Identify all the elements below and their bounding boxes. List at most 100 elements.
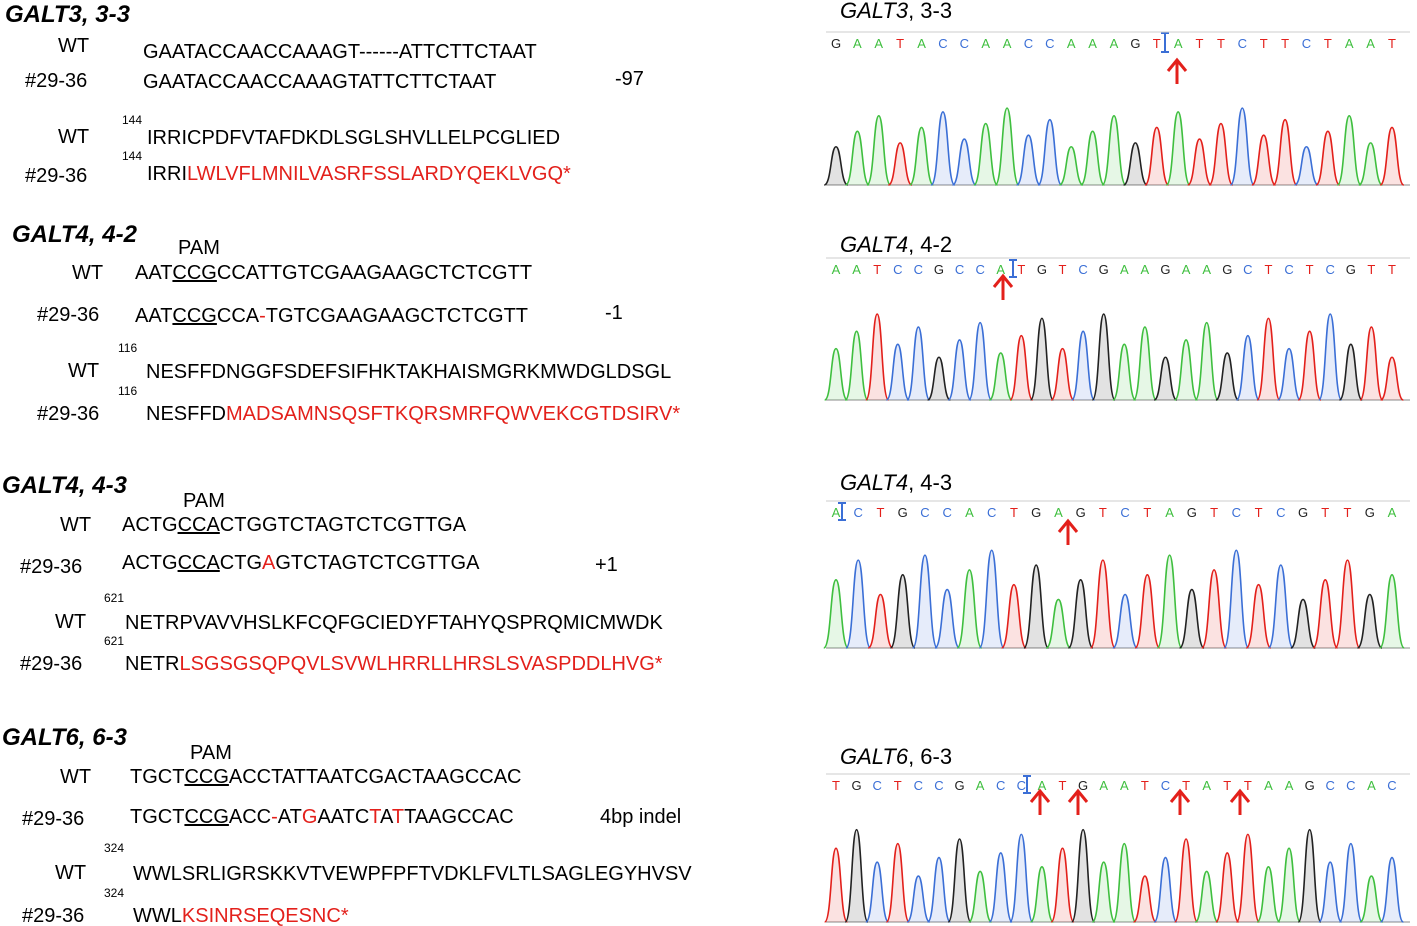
trace-peak — [865, 861, 890, 923]
arrows — [992, 57, 1251, 815]
row-label: #29-36 — [37, 304, 99, 326]
trace-peak — [1359, 326, 1384, 401]
start-position: 116 — [118, 341, 137, 355]
sequence: NETRPVAVVHSLKFCQFGCIEDYFTAHYQSPRQMICMWDK — [125, 612, 663, 634]
segment: IRRICPDFVTAFDKDLSGLSHVLLELPCGLIED — [147, 127, 560, 149]
segment: ACTG — [122, 552, 178, 574]
trace-peak — [845, 559, 872, 649]
sequence: ACTGCCACTGAGTCTAGTCTCGTTGA — [122, 552, 480, 574]
trace-peak — [1272, 118, 1298, 186]
trace-peak — [1178, 588, 1205, 649]
sequence: NESFFDNGGFSDEFSIFHKTAKHAISMGRKMWDGLDSGL — [146, 361, 671, 383]
trace-peak — [844, 330, 869, 401]
trace-peak — [1173, 838, 1199, 923]
trace-peak — [822, 578, 850, 649]
trace-peak — [1356, 593, 1383, 649]
segment: AT — [278, 806, 302, 828]
trace-peak — [1379, 126, 1405, 186]
trace-peak — [1315, 130, 1341, 186]
row-label: #29-36 — [25, 165, 87, 187]
chromatogram-title: GALT6, 6-3 — [840, 744, 952, 769]
trace-peak — [947, 838, 972, 923]
segment: , 3-3 — [908, 0, 952, 23]
trace-peak — [844, 130, 870, 186]
pam-label: PAM — [178, 237, 220, 259]
block-title: GALT6, 6-3 — [2, 724, 128, 751]
trace-peak — [1294, 145, 1319, 186]
trace-peak — [1023, 564, 1050, 649]
trace-peak — [1267, 564, 1294, 649]
trace-peak — [1029, 866, 1055, 923]
trace-peak — [930, 111, 956, 186]
trace-peak — [978, 549, 1005, 649]
cursor — [838, 502, 846, 521]
segment: NETRPVAVVHSLKFCQFGCIEDYFTAHYQSPRQMICMWDK — [125, 612, 663, 634]
row-label: WT — [55, 611, 86, 633]
trace-peak — [889, 574, 916, 649]
row-label: #29-36 — [20, 653, 82, 675]
trace-peak — [1297, 330, 1322, 401]
trace-peak — [823, 347, 849, 401]
segment: AAT — [135, 262, 172, 284]
trace-peak — [956, 569, 983, 649]
segment: , 6-3 — [908, 744, 952, 769]
trace-peak — [1045, 598, 1072, 649]
trace-peak — [951, 138, 977, 186]
start-position: 144 — [122, 149, 142, 163]
trace-peak — [1379, 356, 1405, 401]
arrow — [1057, 518, 1079, 545]
trace-peak — [1215, 852, 1240, 923]
trace-peak — [1071, 828, 1096, 923]
segment: TGCT — [130, 806, 184, 828]
segment: A — [380, 806, 394, 828]
row-label: #29-36 — [22, 905, 84, 926]
segment: GALT3 — [5, 1, 83, 28]
cursor — [1009, 259, 1017, 278]
row-label: WT — [60, 514, 91, 536]
segment: GALT4 — [840, 232, 908, 257]
segment: , 4-3 — [78, 472, 128, 499]
sequence: NETRLSGSGSQPQVLSVWLHRRLLHRSLSVASPDDLHVG* — [125, 653, 663, 675]
trace-peak — [1029, 317, 1055, 401]
row-label: #29-36 — [25, 70, 87, 92]
segment: CCA — [178, 514, 221, 536]
trace-peak — [973, 122, 999, 186]
segment: AAT — [135, 305, 172, 327]
arrow — [1067, 788, 1089, 815]
cursor — [1161, 32, 1169, 53]
trace-peak — [1122, 142, 1148, 186]
segment: GAATACCAACCAAAGTATTCTTCTAAT — [143, 71, 496, 93]
trace-peak — [988, 852, 1013, 923]
sequence: NESFFDMADSAMNSQSFTKQRSMRFQWVEKCGTDSIRV* — [146, 403, 680, 425]
arrow — [992, 273, 1014, 300]
trace-peak — [1215, 352, 1240, 401]
row-label: WT — [58, 35, 89, 57]
trace-peak — [1101, 115, 1127, 186]
trace-peak — [1153, 356, 1178, 401]
sequence: IRRILWLVFLMNILVASRFSSLARDYQEKLVGQ* — [147, 163, 571, 185]
trace-peak — [866, 115, 892, 186]
arrow — [1229, 788, 1251, 815]
row-label: WT — [55, 862, 86, 884]
segment: WWLSRLIGRSKKVTVEWPFPFTVDKLFVLTLSAGLEGYHV… — [133, 863, 692, 885]
trace-peak — [934, 588, 961, 649]
row-label: WT — [58, 126, 89, 148]
segment: CCATTGTCGAAGAAGCTCTCGTT — [217, 262, 532, 284]
segment: TAAGCCAC — [404, 806, 514, 828]
segment: GTCTAGTCTCGTTGA — [275, 552, 480, 574]
chromatogram-title: GALT3, 3-3 — [840, 0, 952, 23]
trace-peak — [1000, 583, 1027, 649]
trace-peak — [1276, 347, 1302, 401]
segment: A — [262, 552, 276, 574]
trace-peak — [1235, 334, 1260, 401]
segment: CCG — [184, 766, 228, 788]
trace-peak — [823, 847, 849, 923]
segment: GAATACCAACCAAAGT------ATTCTTCTAAT — [143, 41, 537, 63]
start-position: 144 — [122, 113, 142, 127]
segment: NESFFD — [146, 403, 226, 425]
segment: LSGSGSQPQVLSVWLHRRLLHRSLSVASPDDLHVG* — [179, 653, 662, 675]
start-position: 324 — [104, 841, 124, 855]
trace-peak — [1037, 118, 1063, 186]
segment: NETR — [125, 653, 179, 675]
